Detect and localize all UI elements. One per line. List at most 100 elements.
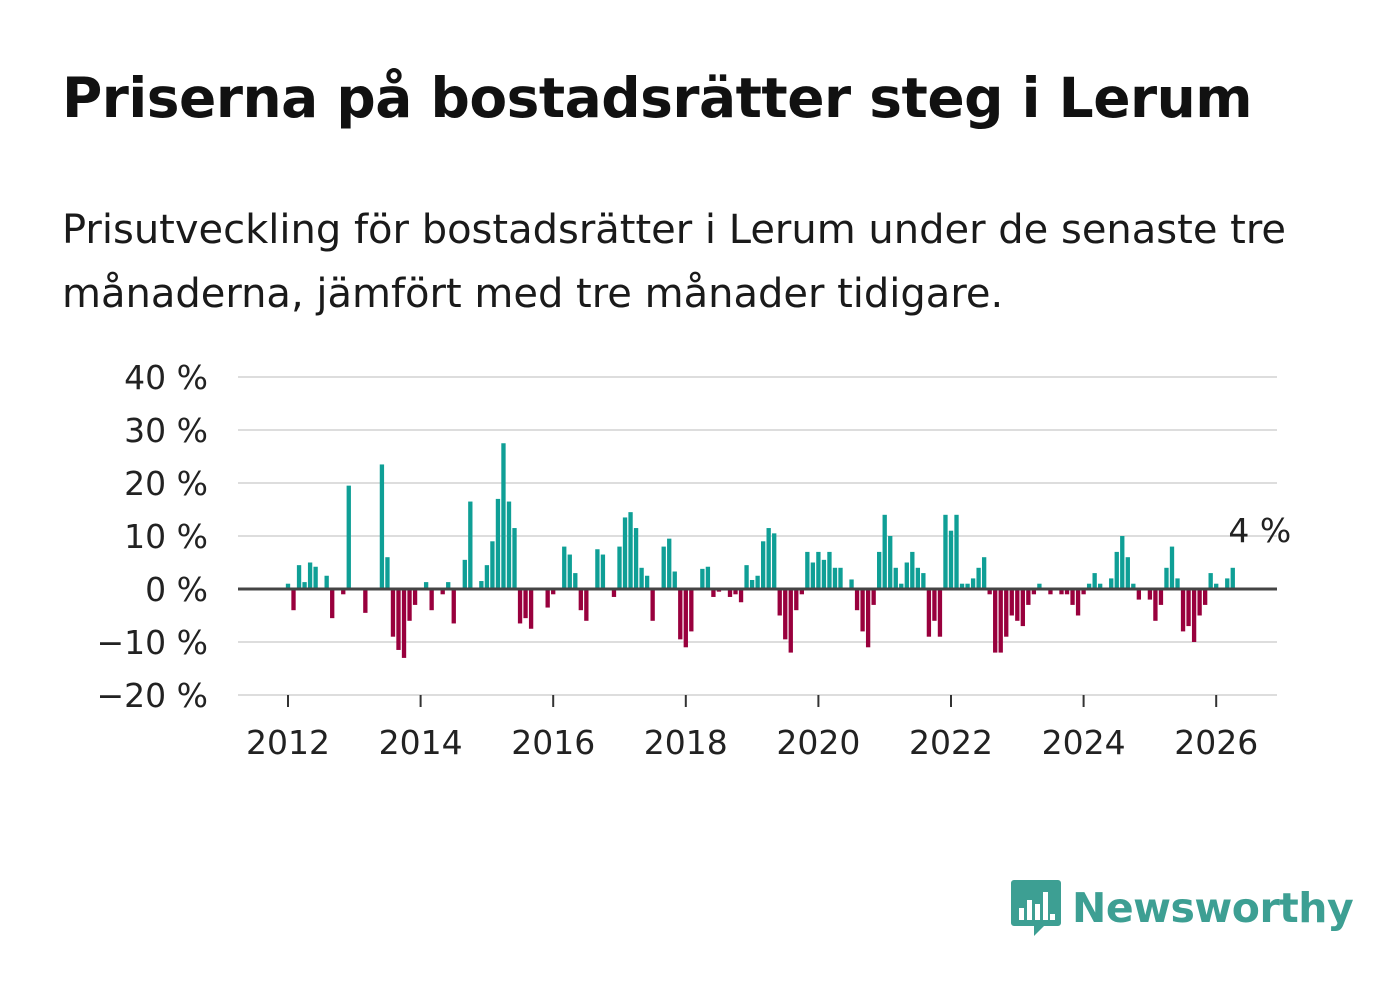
bar <box>1191 589 1197 642</box>
bar <box>622 517 628 589</box>
bar <box>523 589 528 619</box>
bar <box>755 575 760 589</box>
bar <box>1225 578 1230 589</box>
bar <box>711 589 716 597</box>
bar <box>1098 583 1103 589</box>
bar <box>573 573 578 589</box>
bar <box>1202 589 1208 605</box>
bar <box>689 589 694 632</box>
last-value-label: 4 % <box>1228 511 1291 550</box>
bar <box>1136 589 1142 600</box>
bar <box>1125 557 1130 589</box>
y-tick-label: 40 % <box>124 358 208 397</box>
bar <box>700 568 705 589</box>
annotations: 4 % <box>1228 511 1291 550</box>
bar <box>1048 589 1053 595</box>
y-tick-label: 20 % <box>124 464 208 503</box>
bar <box>324 575 329 589</box>
bar <box>727 589 733 597</box>
bar <box>617 546 622 589</box>
bar <box>672 571 677 589</box>
bar <box>783 589 788 640</box>
x-tick-label: 2014 <box>379 723 463 762</box>
bar <box>976 567 981 589</box>
bar <box>705 566 711 589</box>
bar <box>412 589 418 605</box>
bar <box>479 581 484 589</box>
x-tick-label: 2018 <box>644 723 728 762</box>
bar <box>733 589 738 595</box>
bar <box>849 579 854 589</box>
bar <box>446 582 451 589</box>
bar-chart-speech-bubble-icon <box>1011 880 1061 936</box>
bar <box>1180 589 1186 632</box>
bar <box>959 583 965 589</box>
bar <box>794 589 799 611</box>
bar <box>1164 567 1169 589</box>
bar <box>1064 589 1070 595</box>
bar <box>385 557 390 589</box>
bar <box>1092 573 1097 589</box>
bar <box>981 557 987 589</box>
bar <box>528 589 534 629</box>
bar <box>667 538 672 589</box>
bar <box>683 589 688 648</box>
bar <box>772 533 777 589</box>
bar <box>1169 546 1175 589</box>
bar <box>893 567 898 589</box>
bar <box>1114 551 1119 589</box>
bar <box>777 589 782 616</box>
bar <box>1214 583 1219 589</box>
bar <box>562 546 567 589</box>
bar <box>738 589 744 603</box>
bar <box>611 589 617 597</box>
bar <box>307 562 313 589</box>
bar <box>788 589 793 653</box>
bar <box>595 549 600 589</box>
x-tick-label: 2024 <box>1042 723 1126 762</box>
bar <box>904 562 909 589</box>
bar <box>363 589 368 613</box>
bar <box>401 589 407 658</box>
y-tick-label: 30 % <box>124 411 208 450</box>
bar <box>854 589 860 611</box>
bar <box>932 589 937 621</box>
bar <box>871 589 876 605</box>
bar <box>1075 589 1081 616</box>
bar <box>517 589 523 624</box>
bar <box>451 589 456 624</box>
x-tick-label: 2026 <box>1174 723 1258 762</box>
bar <box>396 589 401 650</box>
y-tick-label: −10 % <box>97 623 209 662</box>
bar <box>584 589 589 621</box>
bar <box>926 589 932 637</box>
bar <box>1153 589 1158 621</box>
bar <box>1004 589 1009 637</box>
bar <box>341 589 346 595</box>
bar <box>1026 589 1031 605</box>
x-tick-label: 2012 <box>246 723 330 762</box>
y-tick-label: −20 % <box>97 676 209 715</box>
bar <box>1070 589 1075 605</box>
bar <box>1186 589 1191 627</box>
bar <box>821 559 827 589</box>
bar <box>628 512 633 589</box>
bar <box>1109 578 1114 589</box>
bar <box>1009 589 1014 616</box>
y-tick-label: 10 % <box>124 517 208 556</box>
bar <box>291 589 296 611</box>
x-tick-label: 2016 <box>511 723 595 762</box>
bar <box>1175 578 1180 589</box>
x-tick-label: 2020 <box>776 723 860 762</box>
bar <box>948 530 954 589</box>
bar <box>1230 567 1235 589</box>
bar <box>1197 589 1202 616</box>
bar <box>462 559 467 589</box>
bar <box>915 567 921 589</box>
bar <box>661 546 666 589</box>
bar <box>760 541 766 589</box>
bar <box>816 551 821 589</box>
x-tick-label: 2022 <box>909 723 993 762</box>
newsworthy-logo: Newsworthy <box>1010 878 1354 938</box>
bar <box>877 551 882 589</box>
